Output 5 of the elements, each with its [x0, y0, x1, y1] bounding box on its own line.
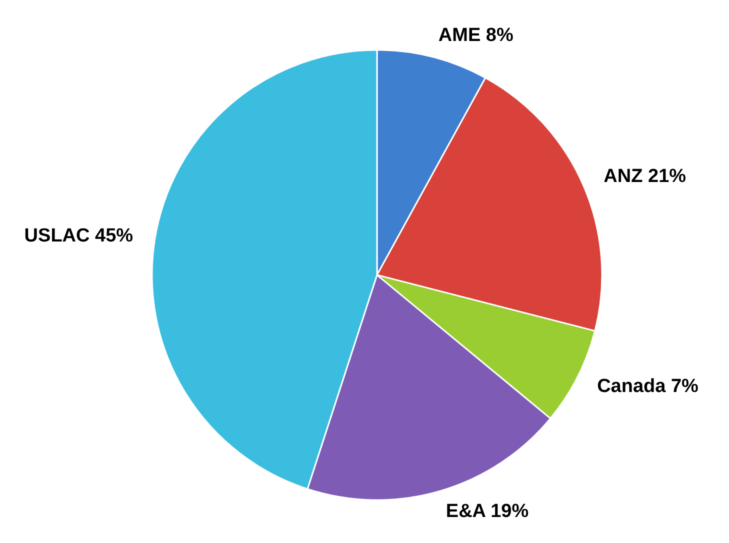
slice-label: AME 8%: [438, 24, 514, 46]
slice-label: ANZ 21%: [604, 166, 686, 187]
slice-label: Canada 7%: [597, 376, 699, 398]
slice-label: USLAC 45%: [24, 225, 134, 246]
slice-label: E&A 19%: [446, 501, 529, 522]
